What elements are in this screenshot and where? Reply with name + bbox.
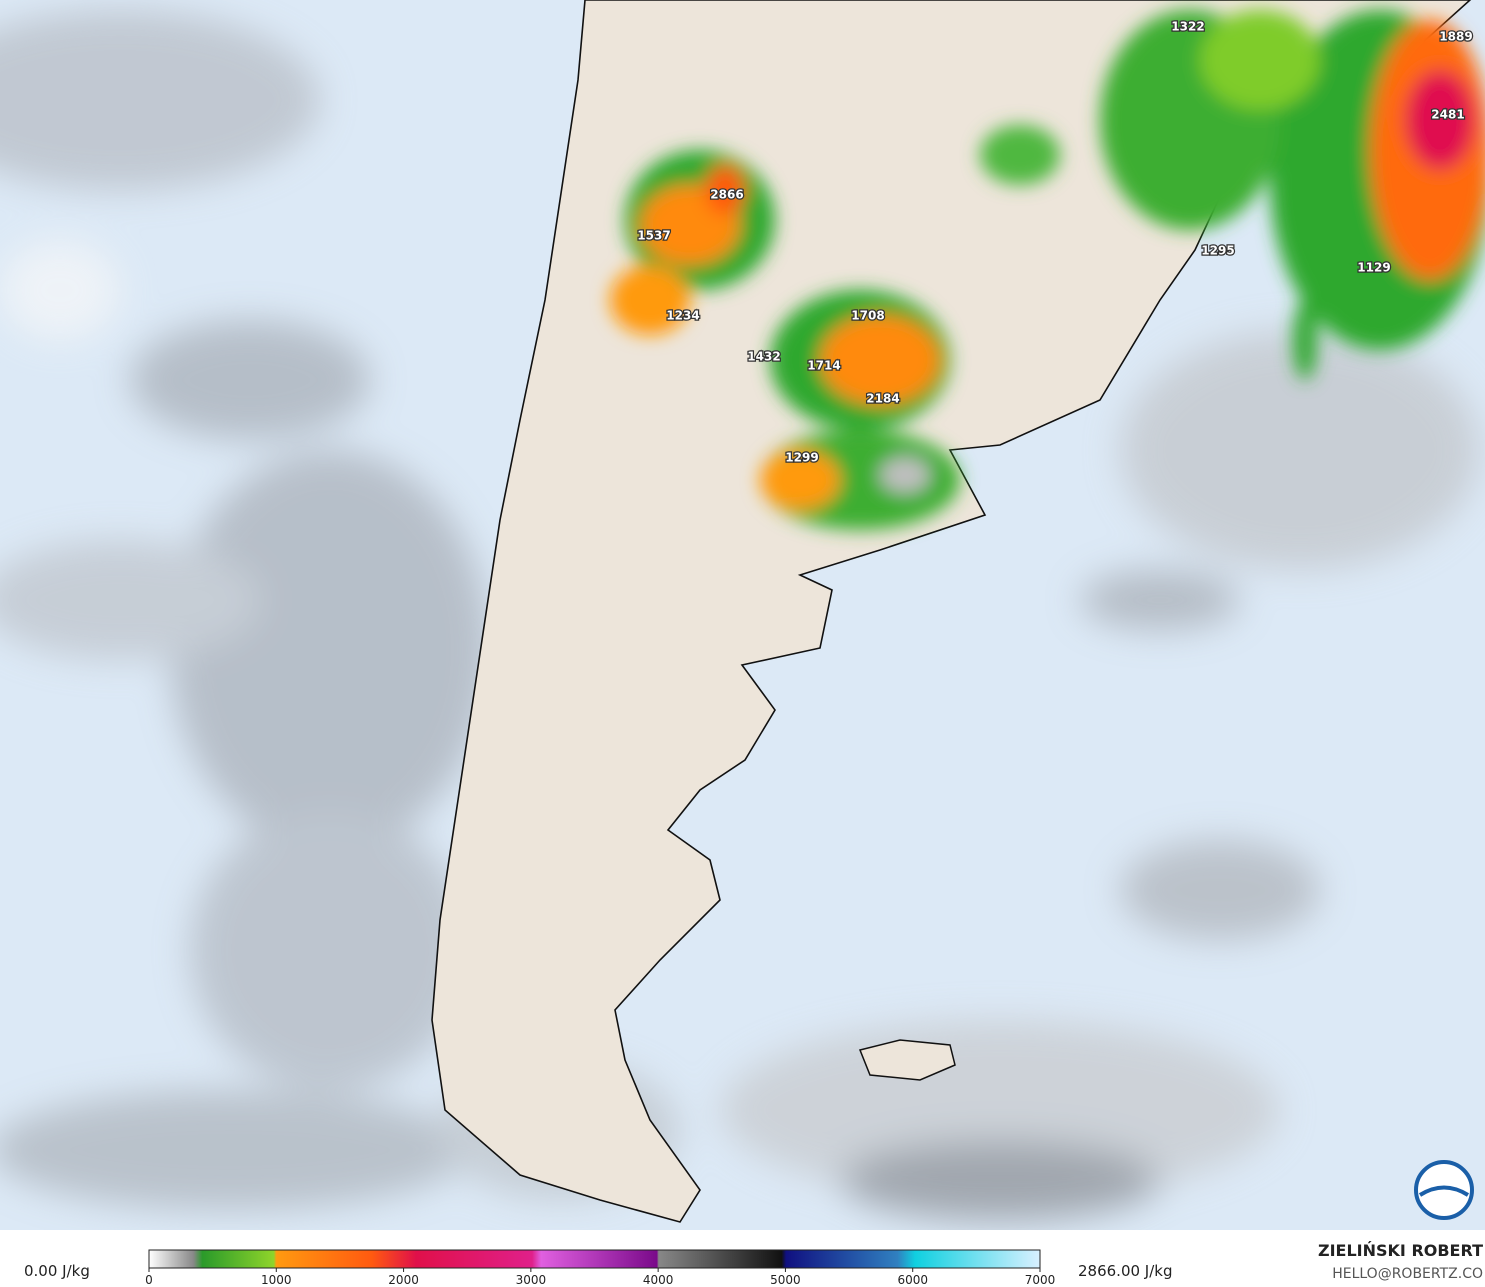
colorbar-tick-label: 4000 (643, 1273, 674, 1287)
colorbar-tick-label: 7000 (1025, 1273, 1056, 1287)
colorbar-tick-label: 0 (145, 1273, 153, 1287)
falkland-islands (858, 1039, 956, 1081)
map-label: 1714 (807, 359, 840, 373)
map-label: 2184 (866, 392, 899, 406)
colorbar (148, 1249, 1041, 1269)
map-label: 1322 (1171, 20, 1204, 34)
map (0, 0, 1485, 1230)
map-label: 1299 (785, 451, 818, 465)
cape-field (610, 10, 1485, 530)
colorbar-tick-label: 5000 (770, 1273, 801, 1287)
colorbar-ticks: 0 1000 2000 3000 4000 5000 6000 7000 (145, 1268, 1055, 1287)
map-label: 1889 (1439, 30, 1472, 44)
map-label: 1708 (851, 309, 884, 323)
legend-min-label: 0.00 J/kg (24, 1262, 90, 1280)
map-label: 1295 (1201, 244, 1234, 258)
credit-name: ZIELIŃSKI ROBERT (1318, 1241, 1483, 1260)
colorbar-tick-label: 6000 (897, 1273, 928, 1287)
map-label: 1432 (747, 350, 780, 364)
credit-email: HELLO@ROBERTZ.CO (1332, 1266, 1483, 1282)
noaa-logo (1414, 1160, 1474, 1220)
map-label: 2481 (1431, 108, 1464, 122)
map-label: 1129 (1357, 261, 1390, 275)
map-label: 1234 (666, 309, 699, 323)
map-label: 1537 (637, 229, 670, 243)
legend-max-label: 2866.00 J/kg (1078, 1262, 1172, 1280)
map-labels: 1322 1889 2481 2866 1537 1295 1129 1234 1708 1432… (636, 18, 1474, 466)
map-label: 2866 (710, 188, 743, 202)
colorbar-tick-label: 3000 (516, 1273, 547, 1287)
continent (431, 0, 1472, 1223)
colorbar-tick-label: 2000 (388, 1273, 419, 1287)
colorbar-tick-label: 1000 (261, 1273, 292, 1287)
